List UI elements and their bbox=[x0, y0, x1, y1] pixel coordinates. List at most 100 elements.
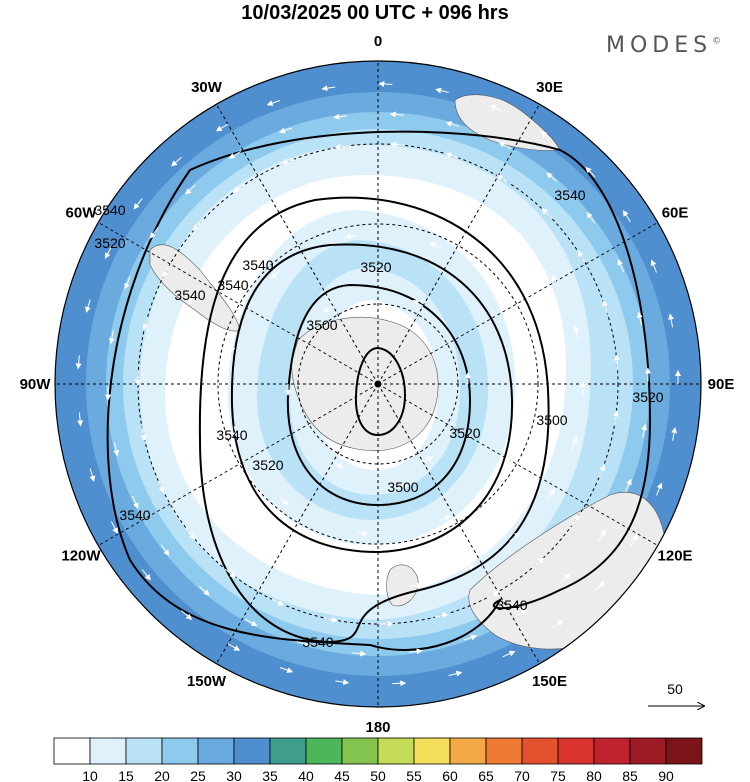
lon-label: 150E bbox=[532, 673, 567, 690]
wind-arrow bbox=[378, 80, 393, 87]
contour-label-text: 3500 bbox=[306, 317, 337, 333]
wind-arrow bbox=[110, 521, 118, 534]
colorbar-swatch bbox=[125, 737, 163, 765]
wind-arrow bbox=[75, 355, 82, 370]
wind-arrow bbox=[140, 427, 147, 442]
lon-label: 120E bbox=[658, 548, 693, 565]
wind-arrow bbox=[124, 276, 131, 290]
contour-label-text: 3520 bbox=[360, 259, 391, 275]
wind-arrow bbox=[502, 650, 516, 658]
map-title: 10/03/2025 00 UTC + 096 hrs bbox=[241, 2, 509, 24]
wind-arrow bbox=[487, 591, 500, 599]
wind-arrow bbox=[228, 151, 242, 159]
colorbar-tick-label: 60 bbox=[442, 768, 458, 782]
wind-arrow bbox=[89, 468, 96, 482]
wind-arrow bbox=[625, 478, 632, 492]
wind-arrow bbox=[668, 313, 675, 328]
wind-arrow bbox=[192, 220, 203, 231]
wind-arrow bbox=[229, 341, 236, 354]
colorbar-tick-label: 65 bbox=[478, 768, 494, 782]
wind-arrow bbox=[416, 180, 431, 187]
map-boundary bbox=[54, 60, 702, 708]
wind-arrow bbox=[149, 227, 159, 239]
contour-label-text: 3540 bbox=[554, 187, 585, 203]
wind-arrow bbox=[141, 569, 151, 581]
wind-arrow bbox=[85, 299, 91, 313]
wind-arrow bbox=[463, 634, 478, 641]
wind-arrow bbox=[185, 455, 192, 469]
wind-arrow bbox=[334, 143, 349, 150]
wind-arrow bbox=[586, 211, 596, 224]
contour-label-text: 3540 bbox=[496, 597, 527, 613]
colorbar-swatch bbox=[377, 737, 415, 765]
colorbar-swatch bbox=[629, 737, 667, 765]
wind-arrow bbox=[489, 105, 503, 112]
lon-label: 90E bbox=[708, 376, 735, 393]
wind-arrow bbox=[322, 305, 334, 313]
wind-arrow bbox=[445, 121, 460, 127]
colorbar-tick-label: 25 bbox=[190, 768, 206, 782]
contour-label-text: 3520 bbox=[632, 389, 663, 405]
brand-text: MODES bbox=[606, 33, 713, 58]
wind-arrow bbox=[641, 423, 648, 438]
colorbar-swatch bbox=[593, 737, 631, 765]
wind-arrow bbox=[422, 455, 434, 463]
contour-label-text: 3540 bbox=[119, 507, 150, 523]
contour-label-text: 3540 bbox=[242, 257, 273, 273]
wind-arrow bbox=[392, 680, 407, 687]
wind-arrow bbox=[602, 300, 608, 314]
wind-arrow bbox=[390, 141, 405, 148]
wind-arrow bbox=[172, 345, 179, 359]
wind-arrow bbox=[434, 612, 449, 619]
colorbar-swatch bbox=[53, 737, 91, 765]
wind-arrow bbox=[185, 184, 196, 195]
longitude-labels: 0 30E 60E 90E 120E 150E 180 150W 120W 90W 60W 30W bbox=[20, 33, 735, 736]
wind-arrow bbox=[233, 184, 245, 193]
wind-arrow bbox=[356, 530, 369, 537]
colorbar-tick-label: 35 bbox=[262, 768, 278, 782]
wind-arrow bbox=[335, 679, 350, 686]
wind-arrow bbox=[271, 598, 285, 606]
contour-3540-outer bbox=[106, 130, 652, 651]
colorbar-swatch bbox=[197, 737, 235, 765]
wind-arrow bbox=[113, 442, 120, 457]
colorbar-swatch bbox=[485, 737, 523, 765]
wind-arrow bbox=[211, 504, 221, 516]
wind-arrow bbox=[279, 667, 294, 673]
wind-arrow bbox=[594, 580, 605, 592]
wind-arrow bbox=[497, 292, 505, 304]
wind-arrow bbox=[656, 482, 663, 496]
contour-label: 3540 bbox=[242, 257, 273, 273]
wind-arrow bbox=[509, 532, 521, 542]
wind-arrow bbox=[131, 495, 139, 509]
contour-label: 3540 bbox=[302, 634, 333, 650]
contour-label: 3520 bbox=[632, 389, 663, 405]
contour-labels: 3540 3540 3520 3540 3540 3540 3540 3520 3500 3520… bbox=[94, 187, 663, 650]
colorbar-tick-label: 90 bbox=[658, 768, 674, 782]
contour-label: 3520 bbox=[252, 457, 283, 473]
contour-label: 3540 bbox=[119, 507, 150, 523]
contour-label: 3540 bbox=[174, 287, 205, 303]
wind-arrow bbox=[250, 544, 262, 554]
colorbar-tick-label: 75 bbox=[550, 768, 566, 782]
lon-label: 150W bbox=[187, 673, 227, 690]
contour-label-text: 3500 bbox=[536, 412, 567, 428]
colorbar-swatch bbox=[521, 737, 559, 765]
contour-label-text: 3520 bbox=[449, 425, 480, 441]
wind-arrow bbox=[533, 557, 545, 568]
brand-logo: MODES© bbox=[606, 33, 721, 58]
wind-arrow bbox=[636, 311, 643, 326]
wind-arrow bbox=[408, 648, 423, 655]
wind-arrow bbox=[613, 410, 619, 425]
contour-label-text: 3540 bbox=[94, 202, 125, 218]
wind-arrow bbox=[540, 131, 553, 141]
contour-label: 3540 bbox=[554, 187, 585, 203]
wind-arrow bbox=[344, 233, 357, 240]
wind-arrow bbox=[324, 616, 338, 623]
lon-label: 60W bbox=[66, 205, 98, 222]
contour-label: 3540 bbox=[496, 597, 527, 613]
wind-arrow bbox=[353, 585, 367, 592]
contour-3520 bbox=[230, 243, 514, 554]
contour-label-text: 3540 bbox=[216, 427, 247, 443]
wind-arrow bbox=[551, 274, 560, 288]
